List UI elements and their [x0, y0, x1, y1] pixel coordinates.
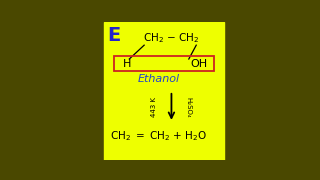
Text: OH: OH — [190, 58, 207, 69]
Text: CH$_2$ $=$ CH$_2$ + H$_2$O: CH$_2$ $=$ CH$_2$ + H$_2$O — [110, 129, 208, 143]
Text: H: H — [123, 58, 131, 69]
Bar — [115, 56, 214, 71]
Text: H₂SO₄: H₂SO₄ — [186, 96, 192, 117]
Text: CH$_2$ $-$ CH$_2$: CH$_2$ $-$ CH$_2$ — [143, 31, 200, 45]
Text: Ethanol: Ethanol — [138, 74, 180, 84]
Bar — [104, 22, 223, 160]
Text: 443 K: 443 K — [151, 97, 157, 117]
Text: E: E — [107, 26, 120, 45]
